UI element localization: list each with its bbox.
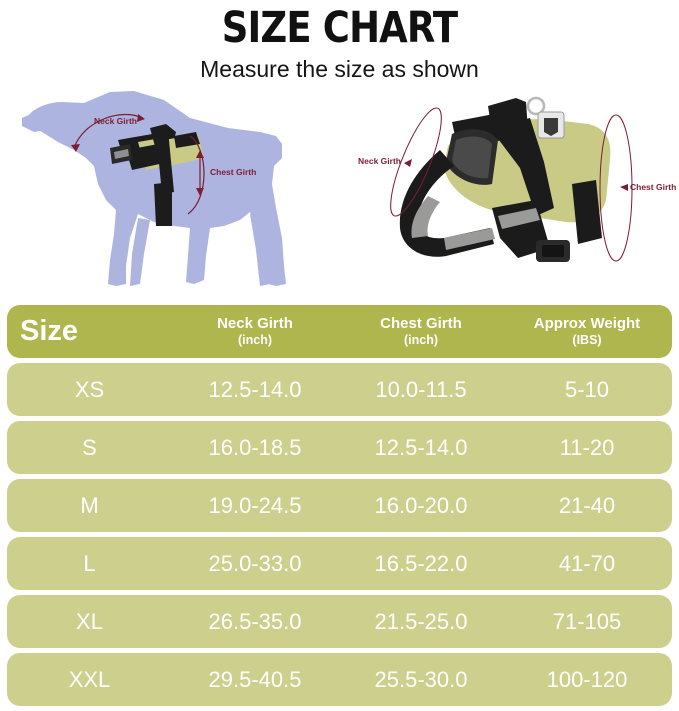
column-header-approx-weight-unit: (IBS) [572, 332, 602, 347]
harness-body-icon [399, 97, 611, 263]
neck-girth-annotation [71, 114, 145, 153]
cell-approx-weight: 100-120 [546, 666, 628, 692]
dog-neck-girth-label: Neck Girth [94, 116, 137, 127]
dog-diagram-svg [22, 91, 286, 287]
cell-size: S [82, 434, 97, 460]
cell-neck-girth: 12.5-14.0 [208, 376, 302, 402]
cell-size: XL [76, 608, 103, 634]
dog-chest-girth-label: Chest Girth [210, 167, 257, 178]
column-header-neck-girth-unit: (inch) [237, 332, 273, 347]
cell-size: L [83, 550, 96, 576]
cell-chest-girth: 21.5-25.0 [374, 608, 468, 634]
illustration-row: Neck Girth Chest Girth [0, 88, 679, 300]
cell-neck-girth: 29.5-40.5 [208, 666, 302, 692]
harness-product-svg [390, 97, 633, 263]
cell-chest-girth: 16.5-22.0 [374, 550, 468, 576]
cell-approx-weight: 5-10 [564, 376, 610, 402]
table-row: XL 26.5-35.0 21.5-25.0 71-105 [7, 595, 672, 648]
table-row: S 16.0-18.5 12.5-14.0 11-20 [7, 421, 672, 474]
product-neck-girth-label: Neck Girth [358, 156, 401, 167]
column-header-chest-girth-unit: (inch) [403, 332, 439, 347]
neck-girth-ellipse-annotation [390, 107, 442, 217]
column-header-neck-girth-label: Neck Girth [217, 315, 293, 333]
table-row: L 25.0-33.0 16.5-22.0 41-70 [7, 537, 672, 590]
harness-product-illustration: Neck Girth Chest Girth [340, 88, 679, 300]
chest-girth-annotation [187, 135, 205, 215]
cell-neck-girth: 26.5-35.0 [208, 608, 302, 634]
table-row: M 19.0-24.5 16.0-20.0 21-40 [7, 479, 672, 532]
cell-chest-girth: 16.0-20.0 [374, 492, 468, 518]
title-block: SIZE CHART Measure the size as shown [0, 0, 679, 82]
chest-girth-ellipse-annotation [599, 114, 633, 262]
cell-chest-girth: 10.0-11.5 [375, 376, 467, 402]
column-header-chest-girth: Chest Girth (inch) [338, 315, 504, 347]
column-header-approx-weight: Approx Weight (IBS) [504, 315, 670, 347]
cell-approx-weight: 11-20 [559, 434, 615, 460]
harness-graphic-icon [110, 124, 204, 227]
product-chest-girth-label: Chest Girth [630, 182, 677, 193]
cell-approx-weight: 41-70 [558, 550, 616, 576]
cell-size: XXL [68, 666, 111, 692]
table-row: XXL 29.5-40.5 25.5-30.0 100-120 [7, 653, 672, 706]
cell-approx-weight: 71-105 [552, 608, 622, 634]
table-row: XS 12.5-14.0 10.0-11.5 5-10 [7, 363, 672, 416]
cell-neck-girth: 25.0-33.0 [208, 550, 302, 576]
page-subtitle: Measure the size as shown [200, 56, 479, 83]
dog-harness-diagram: Neck Girth Chest Girth [14, 88, 334, 300]
cell-approx-weight: 21-40 [558, 492, 616, 518]
cell-chest-girth: 25.5-30.0 [374, 666, 468, 692]
dog-silhouette-icon [22, 91, 286, 287]
cell-size: XS [74, 376, 105, 402]
cell-chest-girth: 12.5-14.0 [374, 434, 468, 460]
column-header-chest-girth-label: Chest Girth [380, 315, 462, 333]
column-header-size: Size [20, 315, 79, 347]
cell-neck-girth: 19.0-24.5 [208, 492, 302, 518]
column-header-approx-weight-label: Approx Weight [533, 315, 641, 333]
table-header-row: Size Neck Girth (inch) Chest Girth (inch… [7, 305, 672, 358]
size-chart-table: Size Neck Girth (inch) Chest Girth (inch… [7, 305, 672, 711]
page-title: SIZE CHART [221, 3, 458, 53]
cell-neck-girth: 16.0-18.5 [208, 434, 302, 460]
column-header-neck-girth: Neck Girth (inch) [172, 315, 338, 347]
cell-size: M [80, 492, 99, 518]
